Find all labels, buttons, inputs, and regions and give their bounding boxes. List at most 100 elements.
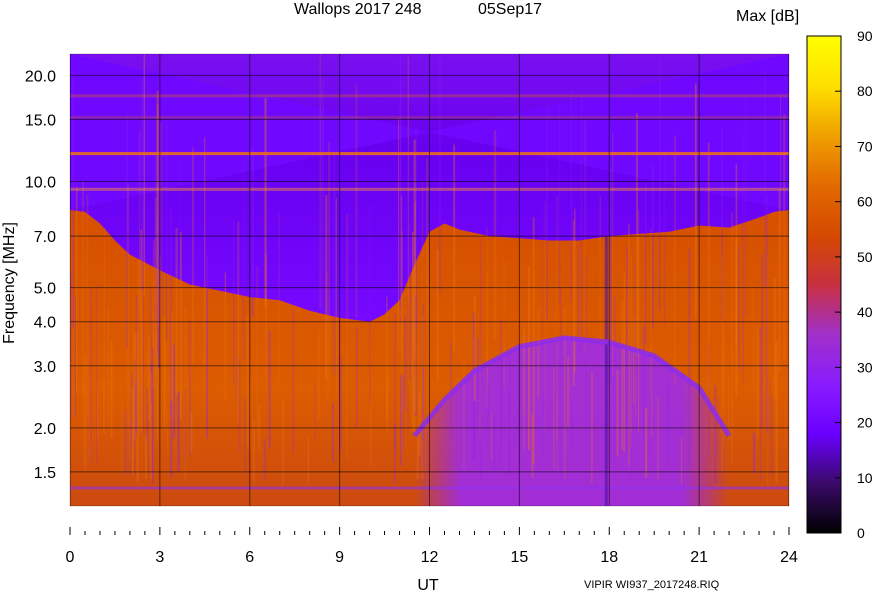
streak: [688, 249, 691, 467]
streak: [619, 334, 620, 452]
streak: [82, 181, 84, 395]
streak: [83, 382, 84, 463]
streak: [90, 288, 92, 463]
y-tick-label: 3.0: [34, 359, 56, 376]
x-tick-label: 18: [600, 549, 618, 566]
y-tick-label: 10.0: [25, 175, 56, 192]
streak: [563, 307, 567, 479]
streak: [369, 203, 371, 404]
streak: [531, 414, 534, 478]
streak: [567, 357, 570, 427]
streak: [643, 326, 645, 442]
streak: [764, 69, 766, 286]
streak: [204, 137, 206, 366]
streak: [166, 119, 168, 340]
streak: [523, 328, 526, 450]
streak: [156, 104, 159, 305]
y-tick-label: 5.0: [34, 281, 56, 298]
y-tick-label: 7.0: [34, 229, 56, 246]
chart-date: 05Sep17: [478, 1, 542, 18]
streak: [450, 339, 452, 438]
streak: [282, 400, 284, 486]
streak: [89, 375, 91, 463]
streak: [787, 361, 789, 450]
streak: [157, 158, 160, 369]
x-axis: 0 3 6 9 12 15 18 21 24: [66, 527, 798, 566]
streak: [142, 201, 144, 435]
streak: [614, 409, 616, 465]
vertical-trace: [604, 236, 608, 506]
streak: [728, 373, 730, 440]
streak: [674, 135, 676, 386]
streak: [570, 89, 573, 302]
streak: [264, 98, 267, 307]
streak: [609, 167, 612, 380]
streak: [637, 209, 640, 358]
streak: [426, 158, 429, 326]
streak: [680, 437, 683, 485]
streak: [477, 338, 480, 419]
streak: [355, 85, 358, 318]
streak: [103, 379, 106, 434]
streak: [414, 294, 417, 417]
streak: [233, 221, 235, 386]
streak: [124, 410, 127, 475]
streak: [408, 282, 410, 387]
streak: [537, 309, 540, 399]
trace-arc: [412, 335, 732, 438]
streak: [585, 257, 587, 438]
streak: [560, 287, 562, 484]
streak: [574, 208, 576, 372]
streak: [542, 200, 543, 353]
streak: [422, 303, 425, 468]
x-tick-label: 12: [421, 549, 439, 566]
streak: [742, 132, 744, 386]
colorbar-tick-label: 80: [857, 83, 873, 99]
streak: [134, 358, 136, 477]
streak: [707, 142, 710, 391]
streak: [86, 194, 89, 418]
streak: [156, 90, 159, 329]
streak: [626, 246, 629, 458]
streak: [638, 236, 640, 432]
streak: [766, 369, 768, 444]
streak: [278, 213, 280, 390]
streak: [553, 366, 555, 469]
streak: [128, 417, 131, 462]
streak: [96, 284, 97, 466]
streak: [463, 356, 465, 469]
streak: [251, 146, 254, 318]
streak: [584, 120, 586, 353]
streak: [180, 155, 181, 387]
streak: [721, 255, 723, 472]
streak: [775, 341, 778, 484]
colorbar: [806, 35, 842, 534]
streak: [486, 227, 488, 409]
streak: [149, 372, 152, 479]
streak: [356, 327, 358, 428]
colorbar-tick-label: 10: [857, 470, 873, 486]
streak: [722, 324, 725, 409]
streak: [244, 398, 246, 475]
streak: [721, 127, 723, 320]
x-tick-label: 6: [245, 549, 254, 566]
x-tick-label: 3: [155, 549, 164, 566]
streak: [163, 318, 166, 430]
streak: [75, 297, 76, 417]
streak: [135, 382, 137, 439]
streak: [412, 231, 414, 432]
colorbar-tick-label: 40: [857, 304, 873, 320]
streak: [628, 223, 630, 466]
streak: [175, 227, 178, 396]
y-tick-label: 1.5: [34, 465, 56, 482]
streak: [184, 389, 186, 463]
streak: [399, 54, 402, 307]
streak: [328, 141, 330, 393]
streak: [486, 272, 489, 387]
streak: [189, 320, 191, 456]
streak: [414, 374, 416, 433]
streak: [177, 391, 180, 471]
streak: [745, 98, 747, 317]
streak: [249, 378, 252, 452]
streak: [346, 214, 349, 461]
